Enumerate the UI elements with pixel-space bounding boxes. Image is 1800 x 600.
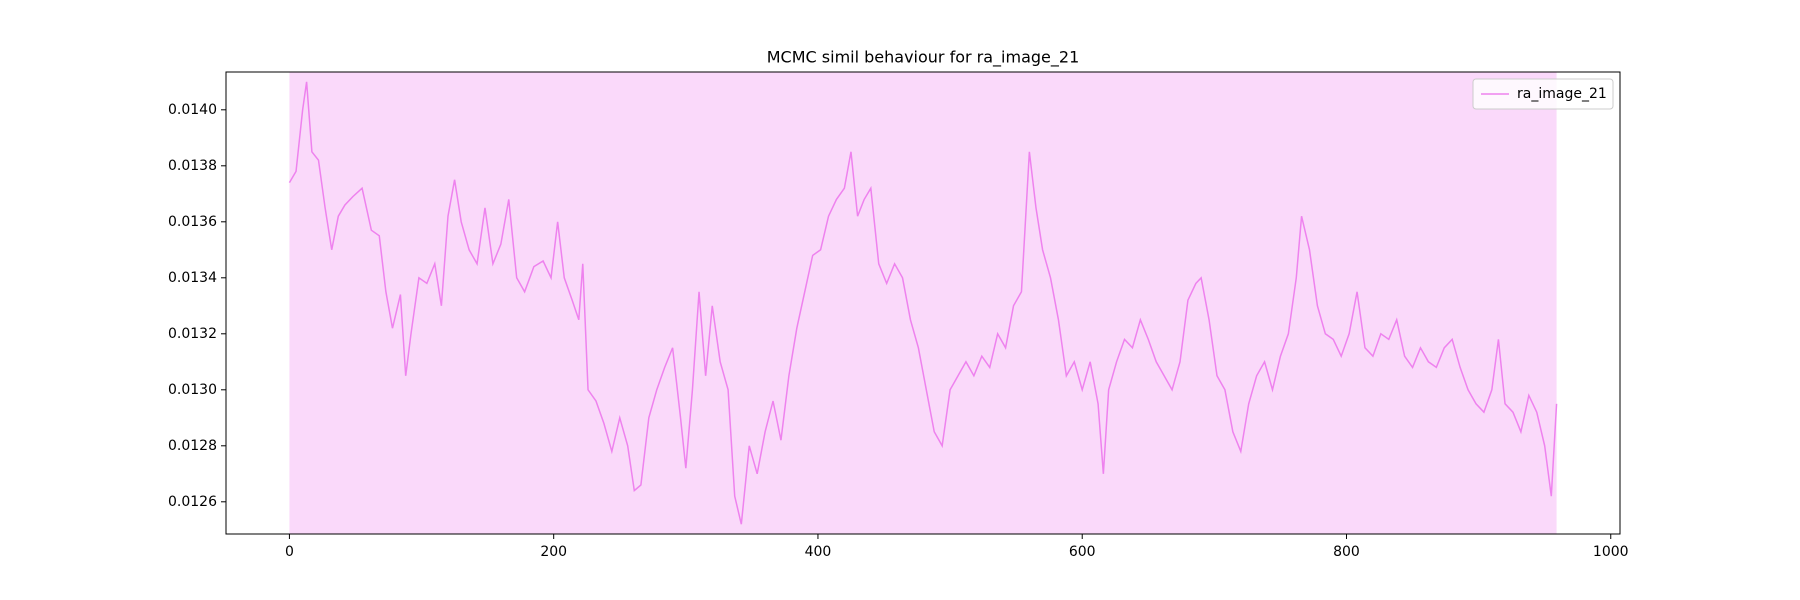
legend-box	[1472, 78, 1614, 110]
plot-frame	[225, 71, 1621, 535]
x-tick-label: 800	[1333, 544, 1360, 560]
y-tick-label: 0.0136	[168, 214, 217, 230]
y-tick-label: 0.0132	[168, 326, 217, 342]
x-tick-label: 600	[1069, 544, 1096, 560]
y-tick-label: 0.0134	[168, 270, 217, 286]
y-tick-label: 0.0140	[168, 102, 217, 118]
y-tick-label: 0.0130	[168, 382, 217, 398]
x-tick-label: 0	[285, 544, 294, 560]
line-series	[288, 81, 1558, 525]
y-tick-label: 0.0138	[168, 158, 217, 174]
x-tick-label: 200	[540, 544, 567, 560]
x-tick-label: 400	[805, 544, 832, 560]
chart-title: MCMC simil behaviour for ra_image_21	[767, 48, 1080, 68]
shaded-span	[289, 72, 1557, 534]
y-tick-label: 0.0128	[168, 438, 217, 454]
legend-label: ra_image_21	[1517, 86, 1607, 102]
y-tick-label: 0.0126	[168, 494, 217, 510]
x-tick-label: 1000	[1593, 544, 1629, 560]
